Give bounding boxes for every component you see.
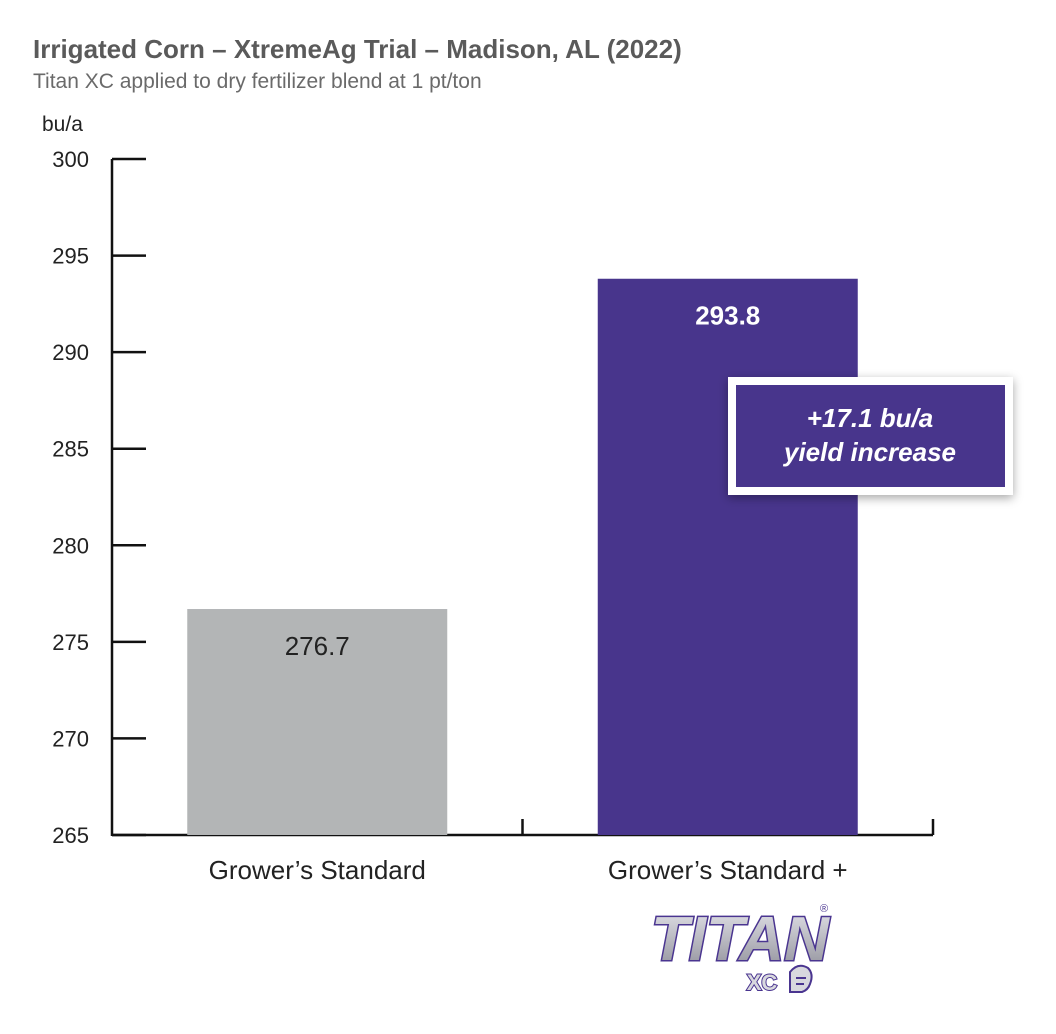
bar (597, 278, 858, 836)
chart-subtitle: Titan XC applied to dry fertilizer blend… (33, 70, 482, 93)
logo-wordmark: TITAN (651, 905, 830, 974)
y-tick-label: 290 (52, 340, 89, 365)
bars (187, 278, 858, 836)
y-tick-label: 265 (52, 823, 89, 848)
y-tick-label: 270 (52, 726, 89, 751)
x-category-label: Grower’s Standard (209, 855, 426, 885)
y-tick-label: 285 (52, 437, 89, 462)
bar-value-label: 293.8 (695, 301, 760, 331)
y-tick-label: 280 (52, 533, 89, 558)
logo-sub: XC (747, 970, 778, 995)
callout-line-2: yield increase (782, 437, 956, 467)
x-category-label: Grower’s Standard + (608, 855, 848, 885)
callout-box (736, 385, 1005, 487)
value-labels: 276.7 293.8 (285, 301, 761, 661)
category-labels: Grower’s Standard Grower’s Standard + (209, 855, 848, 885)
logo-registered-mark: ® (820, 903, 828, 915)
y-axis-label: bu/a (42, 113, 83, 136)
bar-value-label: 276.7 (285, 631, 350, 661)
y-tick-label: 275 (52, 630, 89, 655)
y-tick-label: 295 (52, 244, 89, 269)
bar (187, 609, 448, 835)
yield-callout: +17.1 bu/a yield increase (728, 377, 1013, 495)
helmet-icon (789, 964, 813, 993)
callout-line-1: +17.1 bu/a (807, 403, 933, 433)
y-tick-label: 300 (52, 147, 89, 172)
titan-xc-logo: TITAN ® XC (650, 903, 832, 996)
chart-title: Irrigated Corn – XtremeAg Trial – Madiso… (33, 34, 682, 64)
